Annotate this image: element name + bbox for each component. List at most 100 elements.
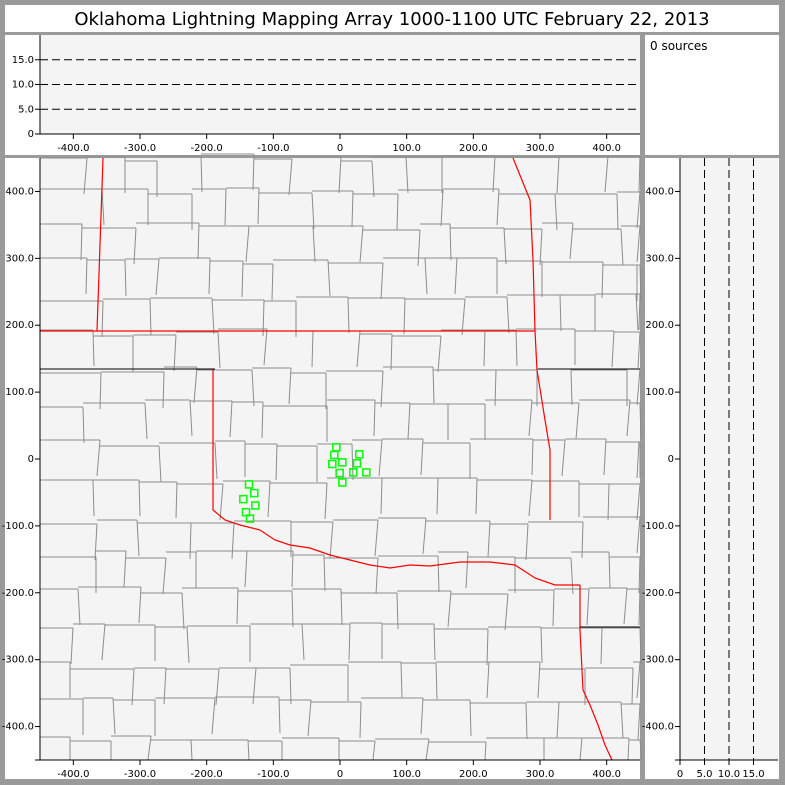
county-border	[461, 298, 466, 336]
county-border	[604, 155, 609, 193]
county-border	[144, 402, 148, 440]
county-border	[263, 328, 268, 366]
county-border	[380, 477, 383, 515]
y-tick-label: 400.0	[645, 186, 674, 197]
county-border	[484, 741, 487, 761]
county-border	[607, 483, 610, 521]
county-border	[492, 155, 496, 193]
county-border	[77, 588, 81, 626]
county-border	[433, 623, 436, 661]
county-border	[636, 483, 641, 521]
county-border	[208, 257, 211, 295]
county-border	[288, 367, 292, 405]
lightning-source-marker	[335, 468, 344, 478]
county-border	[288, 158, 293, 196]
county-border	[636, 441, 640, 479]
county-border	[158, 445, 162, 483]
county-border	[570, 368, 573, 406]
county-border	[637, 703, 641, 741]
county-border	[504, 593, 509, 631]
county-border	[96, 439, 101, 477]
x-tick-label: -400.0	[57, 143, 89, 154]
county-border	[616, 193, 619, 231]
county-border	[155, 258, 160, 296]
lightning-source-marker	[338, 458, 347, 467]
y-tick-label: 200.0	[5, 320, 34, 331]
county-border	[638, 293, 641, 331]
county-border	[224, 188, 227, 226]
county-border	[425, 738, 430, 761]
county-border	[338, 156, 342, 194]
x-tick-label: -400.0	[57, 769, 89, 780]
lightning-source-marker	[362, 468, 371, 477]
lightning-source-marker	[338, 478, 347, 487]
lightning-source-marker	[251, 501, 260, 510]
county-border	[375, 557, 379, 595]
county-border	[244, 550, 248, 588]
source-count-box	[645, 35, 779, 155]
county-border	[600, 627, 603, 665]
county-border	[636, 191, 641, 229]
x-tick-label: 400.0	[592, 143, 621, 154]
y-tick-label: 100.0	[5, 387, 34, 398]
county-border	[147, 735, 152, 761]
county-border	[236, 587, 239, 625]
county-border	[575, 402, 580, 440]
county-border	[173, 334, 177, 372]
county-border	[528, 399, 533, 437]
county-border	[214, 442, 218, 480]
x-tick-label: 0	[337, 769, 343, 780]
county-border	[611, 330, 615, 368]
county-border	[94, 523, 98, 561]
county-border	[637, 331, 641, 369]
county-border	[556, 701, 560, 739]
county-border	[483, 329, 486, 367]
county-border	[636, 516, 641, 554]
county-borders	[40, 153, 643, 761]
y-tick-label: 10.0	[12, 80, 34, 91]
county-border	[289, 667, 292, 705]
county-border	[123, 550, 127, 588]
county-border	[638, 588, 641, 626]
county-border	[515, 329, 518, 367]
county-border	[262, 299, 265, 337]
y-tick-label: 100.0	[645, 387, 674, 398]
county-border	[149, 298, 152, 336]
county-border	[627, 737, 630, 761]
county-border	[623, 587, 628, 625]
state-borders	[40, 157, 640, 761]
county-border	[638, 155, 641, 193]
y-tick-label: 300.0	[5, 253, 34, 264]
lightning-source-marker	[245, 514, 255, 523]
county-border	[559, 294, 562, 332]
county-border	[112, 697, 116, 735]
county-border	[396, 592, 399, 630]
county-border	[435, 662, 438, 700]
county-border	[631, 667, 634, 705]
county-border	[561, 439, 566, 477]
county-border	[219, 483, 224, 521]
county-border	[291, 590, 294, 628]
county-border	[211, 297, 215, 335]
county-border	[432, 366, 435, 404]
county-border	[247, 739, 250, 761]
lightning-source-marker	[244, 480, 254, 489]
county-border	[311, 192, 315, 230]
y-tick-label: 300.0	[645, 253, 674, 264]
county-border	[639, 627, 642, 665]
county-border	[324, 482, 328, 520]
county-border	[400, 661, 403, 699]
county-border	[138, 586, 142, 624]
county-border	[359, 701, 362, 739]
county-border	[211, 697, 216, 735]
lightning-source-marker	[239, 494, 248, 504]
x-tick-label: -200.0	[191, 143, 223, 154]
y-tick-label: -200.0	[2, 588, 34, 599]
map-panel: -400.0 -300.0 -200.0 -100.0 0 100.0 200.0 300.0…	[2, 158, 640, 780]
ns-altitude-panel: 0 5.0 10.0 15.0 400.0 300.0 200.0 100.0 0 -100.0 -…	[642, 158, 778, 780]
x-tick-label: -200.0	[191, 769, 223, 780]
x-tick-label: 0	[337, 143, 343, 154]
state-border	[512, 157, 551, 520]
county-border	[603, 438, 607, 476]
x-tick-label: -300.0	[124, 143, 156, 154]
